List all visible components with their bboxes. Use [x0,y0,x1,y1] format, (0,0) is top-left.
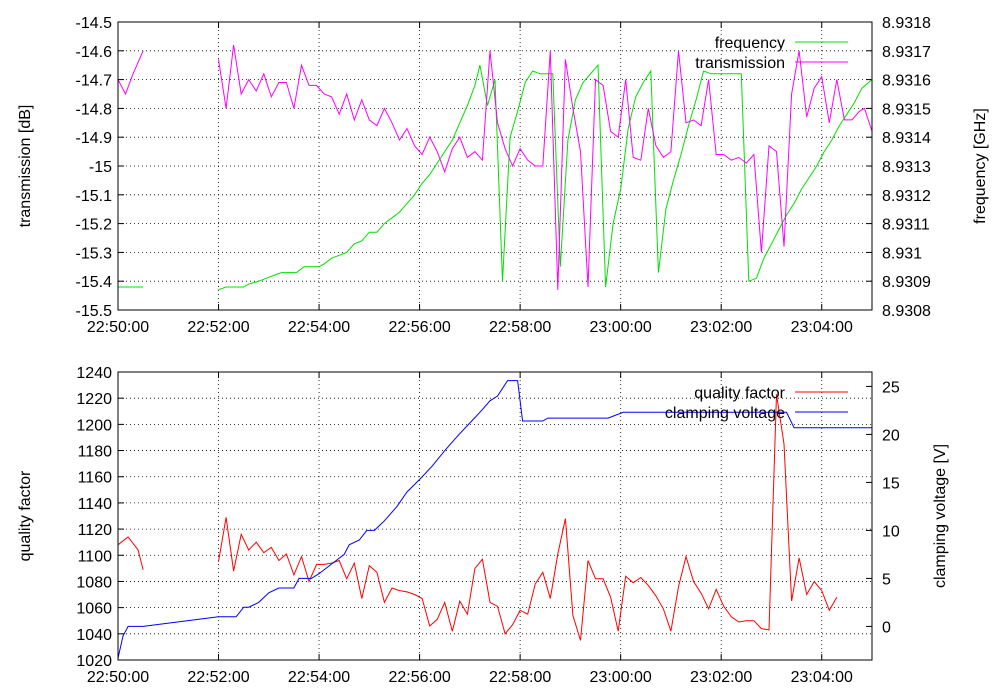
x-tick-label: 23:04:00 [791,319,853,336]
right-tick-label: 8.9309 [882,274,931,291]
legend-label: quality factor [694,385,785,402]
left-tick-label: -15 [89,159,112,176]
right-tick-label: 8.9308 [882,303,931,320]
right-tick-label: 5 [882,571,891,588]
left-tick-label: 1180 [78,444,113,461]
right-tick-label: 8.9311 [882,217,930,234]
right-tick-label: 8.9318 [882,15,931,32]
left-tick-label: -15.5 [76,303,113,320]
legend-label: frequency [715,35,785,52]
series-line-transmission [117,50,144,96]
right-tick-label: 8.9313 [882,159,931,176]
x-tick-label: 22:54:00 [288,319,350,336]
left-tick-label: -14.9 [76,130,113,147]
left-tick-label: -14.7 [76,73,113,90]
right-tick-label: 0 [882,619,891,636]
left-tick-label: 1020 [76,653,112,670]
right-tick-label: 8.9316 [882,73,931,90]
left-tick-label: 1040 [76,627,112,644]
left-tick-label: -15.3 [76,245,113,262]
right-tick-label: 8.9315 [882,101,931,118]
series-line-transmission [218,44,873,290]
right-axis-title: frequency [GHz] [972,108,989,224]
right-tick-label: 8.9317 [882,44,931,61]
series-line-quality-factor [117,536,144,570]
left-tick-label: -14.5 [76,15,113,32]
legend-label: transmission [695,55,785,72]
right-tick-label: 25 [882,379,900,396]
left-tick-label: -14.8 [76,101,113,118]
x-tick-label: 22:56:00 [388,669,450,686]
left-tick-label: -15.4 [76,274,113,291]
bottom-panel-quality-factor-clamping-voltage: 22:50:00 22:52:00 22:54:00 22:56:00 22:58:00… [17,365,949,686]
x-tick-label: 22:50:00 [87,319,149,336]
left-tick-label: 1140 [78,496,113,513]
right-tick-label: 8.9312 [882,188,931,205]
x-tick-label: 22:58:00 [489,669,551,686]
right-tick-label: 20 [882,427,900,444]
left-tick-label: 1080 [76,574,112,591]
left-tick-label: 1200 [76,417,112,434]
left-tick-label: 1120 [78,522,113,539]
left-tick-label: -15.1 [76,188,113,205]
series-line-frequency [218,63,873,291]
x-tick-label: 23:02:00 [690,669,752,686]
x-tick-label: 23:00:00 [590,319,652,336]
left-axis-title: quality factor [17,470,34,561]
right-tick-label: 8.9314 [882,130,931,147]
left-tick-label: 1100 [78,548,113,565]
x-tick-label: 22:56:00 [388,319,450,336]
right-tick-label: 10 [882,523,900,540]
legend-label: clamping voltage [665,405,785,422]
right-axis-title: clamping voltage [V] [932,444,949,588]
x-tick-label: 22:52:00 [187,669,249,686]
x-tick-label: 22:50:00 [87,669,149,686]
right-tick-label: 8.931 [882,245,922,262]
plot-frame [117,371,873,661]
x-tick-label: 23:04:00 [791,669,853,686]
plot-frame [117,21,873,311]
left-tick-label: 1160 [78,470,113,487]
x-tick-label: 22:58:00 [489,319,551,336]
x-tick-label: 22:54:00 [288,669,350,686]
left-tick-label: 1240 [76,365,112,382]
series-line-clamping-voltage [117,380,872,659]
left-tick-label: -15.2 [76,217,113,234]
left-tick-label: 1220 [76,391,112,408]
left-tick-label: 1060 [76,601,112,618]
left-axis-title: transmission [dB] [17,105,34,228]
left-tick-label: -14.6 [76,44,113,61]
top-panel-transmission-frequency: 22:50:00 22:52:00 22:54:00 22:56:00 22:58:00… [17,15,989,336]
series-line-quality-factor [218,394,838,641]
right-tick-label: 15 [882,475,900,492]
x-tick-label: 22:52:00 [187,319,249,336]
x-tick-label: 23:02:00 [690,319,752,336]
x-tick-label: 23:00:00 [590,669,652,686]
